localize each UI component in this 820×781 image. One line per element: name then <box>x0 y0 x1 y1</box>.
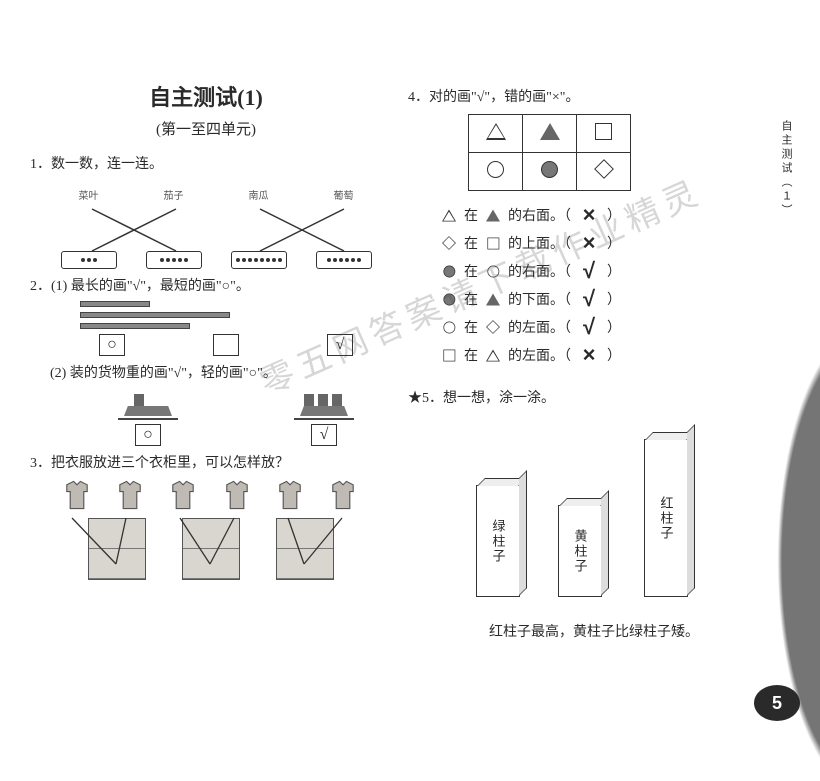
q4-mark-3: √ <box>575 286 603 312</box>
q1-prompt: 1．数一数，连一连。 <box>30 153 382 173</box>
q4-cell-triangle-filled <box>523 115 577 153</box>
q2-bar-2 <box>80 323 190 329</box>
page-title: 自主测试(1) <box>30 80 382 112</box>
q4-mark-0: × <box>575 202 603 228</box>
q2-bar-1 <box>80 312 230 318</box>
q4-prompt: 4．对的画"√"，错的画"×"。 <box>408 86 750 106</box>
q2-2-prompt: (2) 装的货物重的画"√"，轻的画"○"。 <box>30 362 382 382</box>
side-running-title: 自主测试（１） <box>778 120 794 218</box>
q4-cell-triangle-outline <box>469 115 523 153</box>
q3-connection-lines <box>30 478 390 628</box>
q2-1-answer-0: ○ <box>99 334 125 356</box>
right-column: 4．对的画"√"，错的画"×"。 在的右面。（×）在的上面。（×）在的右面。（√… <box>400 80 750 700</box>
q4-cell-circle-filled <box>523 153 577 191</box>
q4-mark-5: × <box>575 342 603 368</box>
worksheet-page: 自主测试(1) (第一至四单元) 1．数一数，连一连。 菜叶茄子南瓜葡萄 2．(… <box>30 80 750 700</box>
q2-2-answer-0: ○ <box>135 424 161 446</box>
q2-2-answer-1: √ <box>311 424 337 446</box>
q4-mark-4: √ <box>575 314 603 340</box>
q2-bar-0 <box>80 301 150 307</box>
q4-cell-circle-outline <box>469 153 523 191</box>
q1-connection-lines <box>46 179 386 269</box>
q3-prompt: 3．把衣服放进三个衣柜里，可以怎样放？ <box>30 452 382 472</box>
pillar-2: 红柱子 <box>644 439 688 597</box>
pillar-1: 黄柱子 <box>558 505 602 597</box>
q4-statement-5: 在的左面。（×） <box>438 341 750 369</box>
q5-chart: 绿柱子黄柱子红柱子 <box>448 417 728 617</box>
q4-mark-1: × <box>575 230 603 256</box>
q2-1-answers: ○√ <box>70 334 382 356</box>
q4-cell-square-outline <box>577 115 631 153</box>
q5-prompt: ★5．想一想，涂一涂。 <box>408 387 750 407</box>
q4-statement-4: 在的左面。（√） <box>438 313 750 341</box>
q4-statement-3: 在的下面。（√） <box>438 285 750 313</box>
q5-caption: 红柱子最高，黄柱子比绿柱子矮。 <box>438 621 750 641</box>
q4-cell-diamond-outline <box>577 153 631 191</box>
page-number-badge: 5 <box>754 685 800 721</box>
left-column: 自主测试(1) (第一至四单元) 1．数一数，连一连。 菜叶茄子南瓜葡萄 2．(… <box>30 80 390 700</box>
page-subtitle: (第一至四单元) <box>30 118 382 139</box>
q4-statement-2: 在的右面。（√） <box>438 257 750 285</box>
q4-mark-2: √ <box>575 258 603 284</box>
q2-1-answer-1 <box>213 334 239 356</box>
ship-light <box>118 388 178 420</box>
q3-area <box>30 478 382 628</box>
q4-statements: 在的右面。（×）在的上面。（×）在的右面。（√）在的下面。（√）在的左面。（√）… <box>438 201 750 369</box>
q4-grid <box>468 114 631 191</box>
q2-1-answer-2: √ <box>327 334 353 356</box>
q2-2-answers: ○√ <box>90 424 382 446</box>
pillar-0: 绿柱子 <box>476 485 520 597</box>
q1-area: 菜叶茄子南瓜葡萄 <box>46 179 386 269</box>
q4-statement-1: 在的上面。（×） <box>438 229 750 257</box>
q2-ships <box>90 388 382 420</box>
q2-bars <box>80 301 382 329</box>
ship-heavy <box>294 388 354 420</box>
q2-1-prompt: 2．(1) 最长的画"√"，最短的画"○"。 <box>30 275 382 295</box>
q4-statement-0: 在的右面。（×） <box>438 201 750 229</box>
